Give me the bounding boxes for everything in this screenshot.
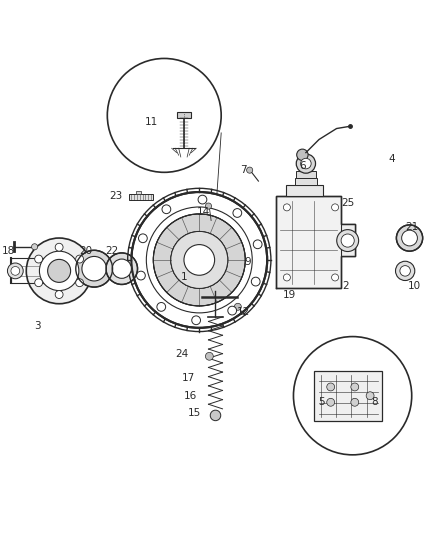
- Circle shape: [233, 208, 242, 217]
- Text: 23: 23: [110, 191, 123, 201]
- Circle shape: [32, 244, 38, 250]
- Circle shape: [228, 306, 237, 315]
- Circle shape: [171, 231, 228, 288]
- Circle shape: [131, 192, 267, 328]
- Circle shape: [327, 398, 335, 406]
- Bar: [276, 197, 355, 288]
- Circle shape: [198, 195, 207, 204]
- Text: 5: 5: [318, 397, 325, 407]
- Polygon shape: [276, 197, 355, 288]
- Circle shape: [332, 274, 339, 281]
- Circle shape: [297, 149, 308, 160]
- Circle shape: [26, 238, 92, 304]
- Circle shape: [35, 255, 42, 263]
- Circle shape: [210, 410, 221, 421]
- Text: 20: 20: [79, 246, 92, 256]
- Text: 8: 8: [371, 397, 378, 407]
- Circle shape: [400, 265, 410, 276]
- Circle shape: [107, 59, 221, 172]
- Text: 19: 19: [283, 290, 296, 300]
- Text: 21: 21: [405, 222, 418, 232]
- Circle shape: [76, 255, 84, 263]
- Circle shape: [341, 234, 354, 247]
- Circle shape: [327, 383, 335, 391]
- Text: 12: 12: [237, 308, 250, 318]
- Text: 1: 1: [180, 272, 187, 282]
- Bar: [129, 194, 153, 200]
- Text: 14: 14: [197, 207, 210, 217]
- Circle shape: [253, 240, 262, 249]
- Circle shape: [283, 274, 290, 281]
- Circle shape: [171, 231, 228, 288]
- Circle shape: [332, 204, 339, 211]
- Circle shape: [184, 245, 215, 275]
- Text: 15: 15: [188, 408, 201, 418]
- Text: 6: 6: [299, 161, 306, 171]
- Text: 22: 22: [105, 246, 118, 256]
- Text: 17: 17: [182, 373, 195, 383]
- Circle shape: [366, 392, 374, 400]
- Bar: [296, 171, 315, 177]
- Circle shape: [157, 303, 166, 311]
- Circle shape: [205, 352, 213, 360]
- Bar: [136, 191, 141, 194]
- Circle shape: [55, 243, 63, 251]
- Circle shape: [7, 263, 23, 279]
- Circle shape: [296, 154, 315, 173]
- Text: 18: 18: [2, 246, 15, 256]
- Circle shape: [293, 336, 412, 455]
- Circle shape: [402, 230, 417, 246]
- Circle shape: [55, 290, 63, 298]
- Bar: [314, 370, 382, 421]
- Circle shape: [76, 279, 84, 287]
- Circle shape: [234, 303, 241, 310]
- Circle shape: [48, 260, 71, 282]
- Circle shape: [396, 261, 415, 280]
- Text: 25: 25: [342, 198, 355, 208]
- Circle shape: [35, 279, 42, 287]
- Circle shape: [138, 234, 147, 243]
- Text: 11: 11: [145, 117, 158, 127]
- Circle shape: [39, 251, 79, 290]
- Circle shape: [112, 259, 131, 278]
- Bar: [286, 185, 323, 197]
- Text: 7: 7: [240, 165, 247, 175]
- Text: 4: 4: [389, 154, 396, 164]
- Circle shape: [162, 205, 171, 214]
- Text: 10: 10: [407, 281, 420, 291]
- Circle shape: [300, 158, 311, 169]
- Bar: [341, 224, 355, 256]
- Text: 24: 24: [175, 349, 188, 359]
- Circle shape: [135, 196, 264, 325]
- Circle shape: [192, 316, 201, 325]
- Circle shape: [137, 271, 145, 280]
- Text: 2: 2: [343, 281, 350, 291]
- Circle shape: [251, 277, 260, 286]
- Text: 16: 16: [184, 391, 197, 401]
- Circle shape: [205, 203, 212, 209]
- Circle shape: [247, 167, 253, 173]
- Circle shape: [396, 225, 423, 251]
- Circle shape: [146, 207, 252, 313]
- Bar: [295, 177, 317, 185]
- Circle shape: [76, 251, 113, 287]
- Circle shape: [351, 383, 359, 391]
- Circle shape: [337, 230, 359, 252]
- Circle shape: [153, 214, 245, 306]
- Circle shape: [106, 253, 138, 285]
- Circle shape: [351, 398, 359, 406]
- Text: 9: 9: [244, 257, 251, 267]
- Circle shape: [11, 266, 20, 275]
- Circle shape: [82, 256, 106, 281]
- Bar: [177, 112, 191, 118]
- Text: 3: 3: [34, 321, 41, 330]
- Circle shape: [283, 204, 290, 211]
